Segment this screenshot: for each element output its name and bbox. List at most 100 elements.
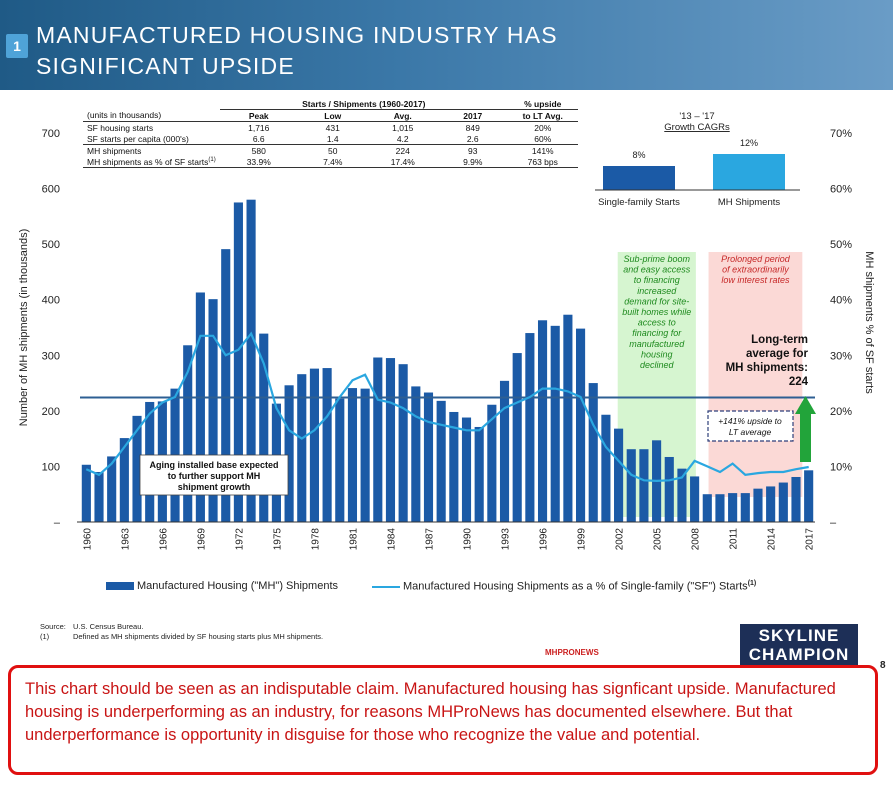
x-tick-label: 1975 bbox=[272, 528, 283, 551]
subprime-annotation-text: access to bbox=[638, 318, 676, 328]
bar-mh-shipments bbox=[132, 415, 142, 522]
stats-col-0: (units in thousands) bbox=[83, 109, 220, 122]
table-cell: 17.4% bbox=[367, 156, 438, 168]
bar-mh-shipments bbox=[677, 468, 687, 522]
bar-mh-shipments bbox=[195, 292, 205, 522]
bar-mh-shipments bbox=[588, 383, 598, 522]
bar-mh-shipments bbox=[690, 476, 700, 522]
bar-mh-shipments bbox=[575, 328, 586, 522]
bar-mh-shipments bbox=[753, 488, 763, 522]
source-text: U.S. Census Bureau. bbox=[73, 622, 144, 631]
table-row: SF housing starts 1,716 431 1,015 849 20… bbox=[83, 122, 578, 134]
bar-mh-shipments bbox=[360, 388, 370, 522]
bar-mh-shipments bbox=[563, 314, 573, 522]
subprime-annotation-text: and easy access bbox=[623, 265, 691, 275]
x-tick-label: 1981 bbox=[348, 528, 359, 551]
bar-mh-shipments bbox=[778, 482, 788, 522]
bar-mh-shipments bbox=[259, 333, 269, 522]
commentary-box: This chart should be seen as an indisput… bbox=[8, 665, 878, 775]
y2-tick-label: 50% bbox=[830, 239, 852, 251]
legend-line-label: Manufactured Housing Shipments as a % of… bbox=[403, 580, 748, 593]
page-number: 8 bbox=[880, 660, 886, 671]
legend-bar-entry: Manufactured Housing ("MH") Shipments bbox=[106, 580, 338, 592]
y2-tick-label: 70% bbox=[830, 128, 852, 140]
bar-mh-shipments bbox=[436, 400, 446, 522]
stats-group-header: Starts / Shipments (1960-2017) bbox=[219, 98, 508, 110]
cagr-value-label: 12% bbox=[740, 138, 758, 148]
legend-footnote-mark: (1) bbox=[747, 580, 757, 587]
subprime-annotation-text: increased bbox=[637, 286, 677, 296]
x-tick-label: 2017 bbox=[805, 528, 816, 551]
bar-mh-shipments bbox=[639, 449, 649, 522]
series-line-mh-share bbox=[85, 331, 809, 483]
cagr-bar-label: Single-family Starts bbox=[598, 197, 680, 208]
bar-mh-shipments bbox=[322, 368, 332, 522]
table-cell: 849 bbox=[465, 122, 480, 133]
table-cell: 1,716 bbox=[248, 122, 270, 133]
bar-mh-shipments bbox=[297, 374, 307, 522]
bar-mh-shipments bbox=[81, 464, 91, 522]
aging-annotation-text: shipment growth bbox=[178, 482, 251, 492]
stats-upside-header: % upside bbox=[507, 98, 578, 110]
upside-annotation-text: +141% upside to bbox=[718, 416, 782, 426]
legend-line-swatch bbox=[372, 585, 400, 588]
bar-mh-shipments bbox=[740, 493, 750, 522]
bar-mh-shipments bbox=[601, 414, 611, 522]
commentary-text: This chart should be seen as an indisput… bbox=[25, 680, 836, 744]
footnote-mark: (1) bbox=[208, 156, 216, 163]
mhpronews-logo: MHPRONEWS bbox=[545, 648, 599, 657]
table-row: MH shipments as % of SF starts(1) 33.9% … bbox=[83, 156, 578, 168]
subprime-annotation-text: declined bbox=[640, 360, 675, 370]
bar-mh-shipments bbox=[474, 426, 484, 522]
slide-number-badge: 1 bbox=[6, 34, 28, 58]
table-cell: 60% bbox=[507, 133, 578, 145]
y2-tick-label: 10% bbox=[830, 461, 852, 473]
bar-mh-shipments bbox=[233, 202, 243, 522]
y-tick-label: 200 bbox=[42, 406, 60, 418]
bar-mh-shipments bbox=[284, 385, 294, 522]
x-tick-label: 1990 bbox=[463, 528, 474, 551]
stats-table: Starts / Shipments (1960-2017) % upside … bbox=[83, 98, 578, 168]
table-cell: 2.6 bbox=[437, 133, 508, 145]
note-key: (1) bbox=[40, 632, 50, 641]
x-tick-label: 2005 bbox=[653, 528, 664, 551]
stats-col-1: Peak bbox=[219, 109, 298, 122]
table-cell: 580 bbox=[251, 145, 266, 156]
upside-annotation-box bbox=[707, 410, 794, 442]
x-tick-label: 1987 bbox=[424, 528, 435, 551]
slide-title: MANUFACTURED HOUSING INDUSTRY HAS SIGNIF… bbox=[36, 22, 558, 79]
aging-annotation-text: to further support MH bbox=[168, 471, 261, 481]
subprime-annotation-text: manufactured bbox=[629, 339, 685, 349]
note-text: Defined as MH shipments divided by SF ho… bbox=[73, 632, 324, 641]
source-key: Source: bbox=[40, 622, 66, 631]
bar-mh-shipments bbox=[183, 345, 193, 522]
y2-tick-label: – bbox=[830, 517, 837, 529]
row-label: MH shipments as % of SF starts bbox=[87, 156, 209, 167]
table-cell: 224 bbox=[395, 145, 410, 156]
bar-mh-shipments bbox=[221, 249, 231, 522]
bar-mh-shipments bbox=[398, 364, 408, 522]
table-cell: SF starts per capita (000's) bbox=[83, 133, 220, 145]
low-rates-annotation-text: Prolonged period bbox=[721, 254, 791, 264]
bar-mh-shipments bbox=[208, 299, 218, 522]
cagr-bar bbox=[603, 166, 675, 190]
lt-average-annotation-text: MH shipments: bbox=[726, 362, 808, 374]
table-cell: 93 bbox=[468, 145, 478, 156]
y-tick-label: 400 bbox=[42, 295, 60, 307]
bar-mh-shipments bbox=[664, 456, 674, 522]
bar-mh-shipments bbox=[449, 411, 459, 522]
legend-bar-swatch bbox=[106, 582, 134, 591]
y2-tick-label: 30% bbox=[830, 350, 852, 362]
table-cell: SF housing starts bbox=[87, 122, 154, 133]
bar-mh-shipments bbox=[373, 357, 383, 522]
x-tick-label: 1999 bbox=[577, 528, 588, 551]
y-tick-label: 700 bbox=[42, 128, 60, 140]
y-tick-label: 500 bbox=[42, 239, 60, 251]
y2-axis-title: MH shipments % of SF starts bbox=[863, 251, 875, 394]
bar-mh-shipments bbox=[423, 392, 434, 522]
x-tick-label: 1969 bbox=[196, 528, 207, 551]
aging-annotation-box bbox=[139, 454, 289, 496]
aging-annotation-text: Aging installed base expected bbox=[149, 460, 278, 470]
table-cell: 33.9% bbox=[219, 156, 298, 168]
table-cell: 763 bps bbox=[507, 156, 578, 168]
